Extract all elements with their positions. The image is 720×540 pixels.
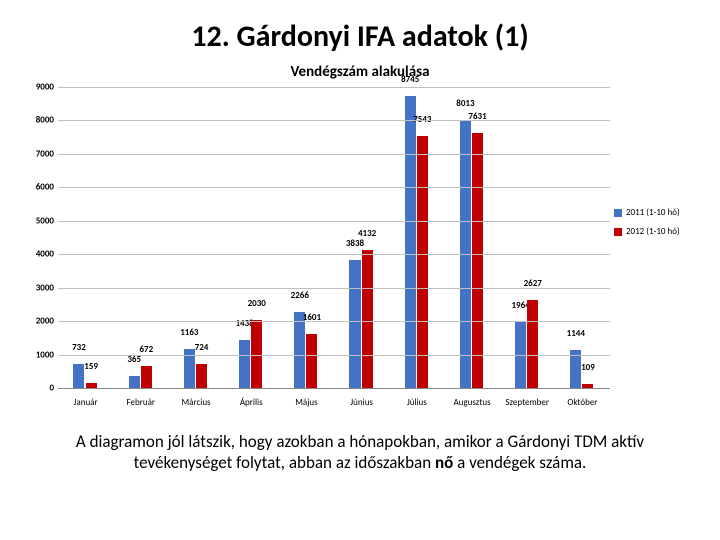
category-október: 1144 109 [555, 87, 610, 388]
bar [141, 366, 152, 388]
bar [582, 384, 593, 388]
bar [86, 383, 97, 388]
y-tick-label: 4000 [36, 249, 58, 260]
bar-chart: 7321593656721163724143820302266160138384… [20, 87, 700, 417]
bar [196, 364, 207, 388]
y-tick-label: 3000 [36, 282, 58, 293]
y-tick-label: 8000 [36, 115, 58, 126]
category-június: 38384132 [334, 87, 389, 388]
bar [417, 136, 428, 388]
x-tick-label: Július [389, 393, 444, 417]
bar [73, 364, 84, 388]
grid-line [58, 221, 610, 222]
bar [362, 250, 373, 388]
legend-item: 2011 (1-10 hó) [614, 207, 700, 218]
bar-value-label: 2266 [291, 290, 309, 301]
chart-title: Vendégszám alakulása [0, 63, 720, 81]
bar [294, 312, 305, 388]
category-április: 14382030 [224, 87, 279, 388]
x-tick-label: Szeptember [500, 393, 555, 417]
bar [239, 340, 250, 388]
category-február: 365672 [113, 87, 168, 388]
bar-value-label: 7543 [413, 114, 431, 125]
legend-label: 2011 (1-10 hó) [626, 207, 680, 218]
y-tick-label: 5000 [36, 215, 58, 226]
grid-line [58, 321, 610, 322]
bar-value-label: 1144 [567, 328, 585, 339]
caption-bold: nő [435, 452, 453, 473]
grid-line [58, 154, 610, 155]
category-május: 22661601 [279, 87, 334, 388]
x-tick-label: Október [555, 393, 610, 417]
chart-legend: 2011 (1-10 hó) 2012 (1-10 hó) [614, 207, 700, 245]
caption-text: A diagramon jól látszik, hogy azokban a … [0, 417, 720, 474]
bar-value-label: 1163 [180, 327, 198, 338]
grid-line [58, 120, 610, 121]
category-július: 87457543 [389, 87, 444, 388]
y-tick-label: 9000 [36, 82, 58, 93]
grid-line [58, 87, 610, 88]
bar [129, 376, 140, 388]
x-tick-label: Március [168, 393, 223, 417]
y-tick-label: 0 [49, 383, 58, 394]
bar-value-label: 732 [72, 342, 86, 353]
x-tick-label: Április [224, 393, 279, 417]
y-tick-label: 1000 [36, 349, 58, 360]
x-tick-label: Január [58, 393, 113, 417]
grid-line [58, 187, 610, 188]
bar-value-label: 159 [84, 361, 98, 372]
x-tick-label: Május [279, 393, 334, 417]
grid-line [58, 288, 610, 289]
bar-value-label: 724 [195, 342, 209, 353]
bar-value-label: 672 [139, 344, 153, 355]
category-január: 732 159 [58, 87, 113, 388]
bar-value-label: 2030 [248, 298, 266, 309]
x-tick-label: Június [334, 393, 389, 417]
y-tick-label: 6000 [36, 182, 58, 193]
category-szeptember: 19642627 [500, 87, 555, 388]
bar [306, 334, 317, 388]
category-augusztus: 80137631 [444, 87, 499, 388]
legend-item: 2012 (1-10 hó) [614, 226, 700, 237]
legend-swatch [614, 228, 622, 236]
legend-swatch [614, 209, 622, 217]
legend-label: 2012 (1-10 hó) [626, 226, 680, 237]
x-tick-label: Február [113, 393, 168, 417]
bar [472, 133, 483, 388]
bar-value-label: 8013 [456, 98, 474, 109]
y-tick-label: 7000 [36, 148, 58, 159]
bar-value-label: 4132 [358, 228, 376, 239]
x-tick-label: Augusztus [444, 393, 499, 417]
caption-post: a vendégek száma. [453, 452, 586, 473]
grid-line [58, 355, 610, 356]
grid-line [58, 254, 610, 255]
bar [405, 96, 416, 388]
bar [349, 260, 360, 388]
bar [527, 300, 538, 388]
slide-title: 12. Gárdonyi IFA adatok (1) [0, 0, 720, 55]
bar-value-label: 3838 [346, 238, 364, 249]
category-március: 1163 724 [168, 87, 223, 388]
bar-value-label: 8745 [401, 74, 419, 85]
bar-value-label: 109 [581, 362, 595, 373]
y-tick-label: 2000 [36, 316, 58, 327]
